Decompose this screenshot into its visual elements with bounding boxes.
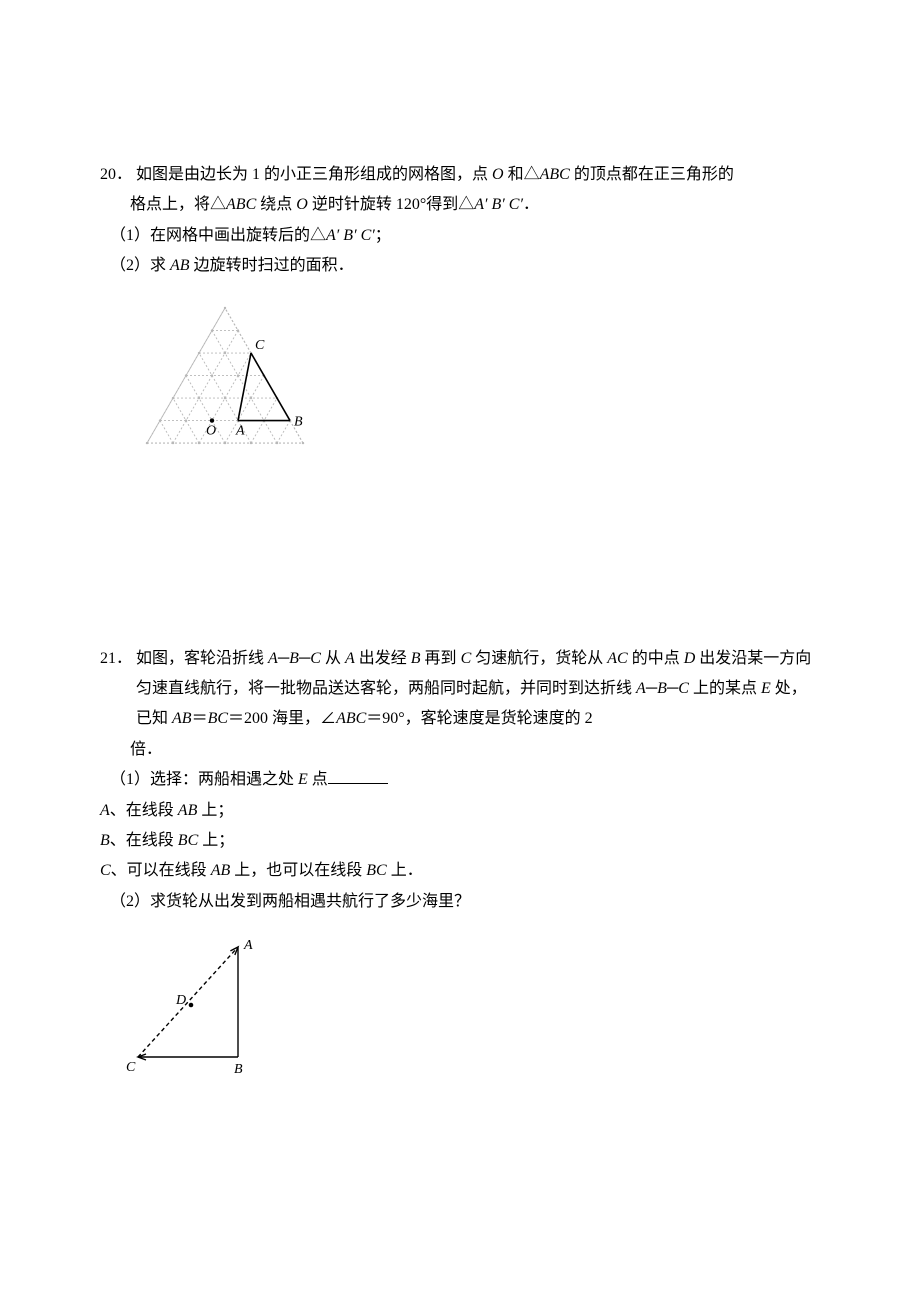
text: （1）选择：两船相遇之处 E 点 [110, 771, 328, 788]
right-triangle-svg: A B C D [120, 929, 290, 1079]
var-apbpcp: A′ B′ C′ [326, 227, 375, 244]
var-abc: ABC [540, 166, 570, 183]
text: 和△ [504, 166, 540, 183]
q20-figure: O A B C [120, 294, 820, 464]
text: 绕点 [256, 196, 296, 213]
q21-stem: 如图，客轮沿折线 A─B─C 从 A 出发经 B 再到 C 匀速航行，货轮从 A… [136, 644, 820, 735]
svg-text:O: O [206, 423, 216, 438]
question-21: 21． 如图，客轮沿折线 A─B─C 从 A 出发经 B 再到 C 匀速航行，货… [100, 644, 820, 1080]
svg-text:A: A [243, 938, 253, 953]
q21-stem-tail: 倍． [100, 735, 820, 765]
svg-text:C: C [126, 1060, 136, 1075]
q21-head: 21． 如图，客轮沿折线 A─B─C 从 A 出发经 B 再到 C 匀速航行，货… [100, 644, 820, 735]
text: 逆时针旋转 120°得到△ [308, 196, 474, 213]
q21-option-b: B、在线段 BC 上； [100, 826, 820, 856]
text: 的顶点都在正三角形的 [570, 166, 734, 183]
var-abc: ABC [226, 196, 256, 213]
q20-head: 20． 如图是由边长为 1 的小正三角形组成的网格图，点 O 和△ABC 的顶点… [100, 160, 820, 190]
q20-stem-line2: 格点上，将△ABC 绕点 O 逆时针旋转 120°得到△A′ B′ C′． [100, 190, 820, 220]
text: ； [375, 227, 391, 244]
var-o: O [296, 196, 308, 213]
var-o: O [492, 166, 504, 183]
text: （2）求 [110, 257, 170, 274]
text: （1）在网格中画出旋转后的△ [110, 227, 326, 244]
question-20: 20． 如图是由边长为 1 的小正三角形组成的网格图，点 O 和△ABC 的顶点… [100, 160, 820, 464]
q20-part1: （1）在网格中画出旋转后的△A′ B′ C′； [100, 221, 820, 251]
triangle-grid-svg: O A B C [120, 294, 330, 464]
q21-option-a: A、在线段 AB 上； [100, 796, 820, 826]
svg-text:A: A [235, 423, 245, 438]
q21-figure: A B C D [120, 929, 820, 1079]
text: 格点上，将△ [130, 196, 226, 213]
svg-text:C: C [255, 338, 265, 353]
q21-number: 21． [100, 644, 136, 735]
q20-part2: （2）求 AB 边旋转时扫过的面积． [100, 251, 820, 281]
q20-stem: 如图是由边长为 1 的小正三角形组成的网格图，点 O 和△ABC 的顶点都在正三… [136, 160, 820, 190]
q20-number: 20． [100, 160, 136, 190]
var-apbpcp: A′ B′ C′ [474, 196, 523, 213]
svg-text:B: B [234, 1062, 243, 1077]
q21-part1: （1）选择：两船相遇之处 E 点 [100, 765, 820, 795]
text: 边旋转时扫过的面积． [190, 257, 354, 274]
svg-text:D: D [175, 993, 186, 1008]
q21-part2: （2）求货轮从出发到两船相遇共航行了多少海里？ [100, 887, 820, 917]
svg-text:B: B [294, 414, 303, 429]
q21-option-c: C、可以在线段 AB 上，也可以在线段 BC 上． [100, 856, 820, 886]
var-ab: AB [170, 257, 190, 274]
fill-blank[interactable] [328, 767, 388, 784]
text: ． [523, 196, 539, 213]
text: 如图是由边长为 1 的小正三角形组成的网格图，点 [136, 166, 492, 183]
